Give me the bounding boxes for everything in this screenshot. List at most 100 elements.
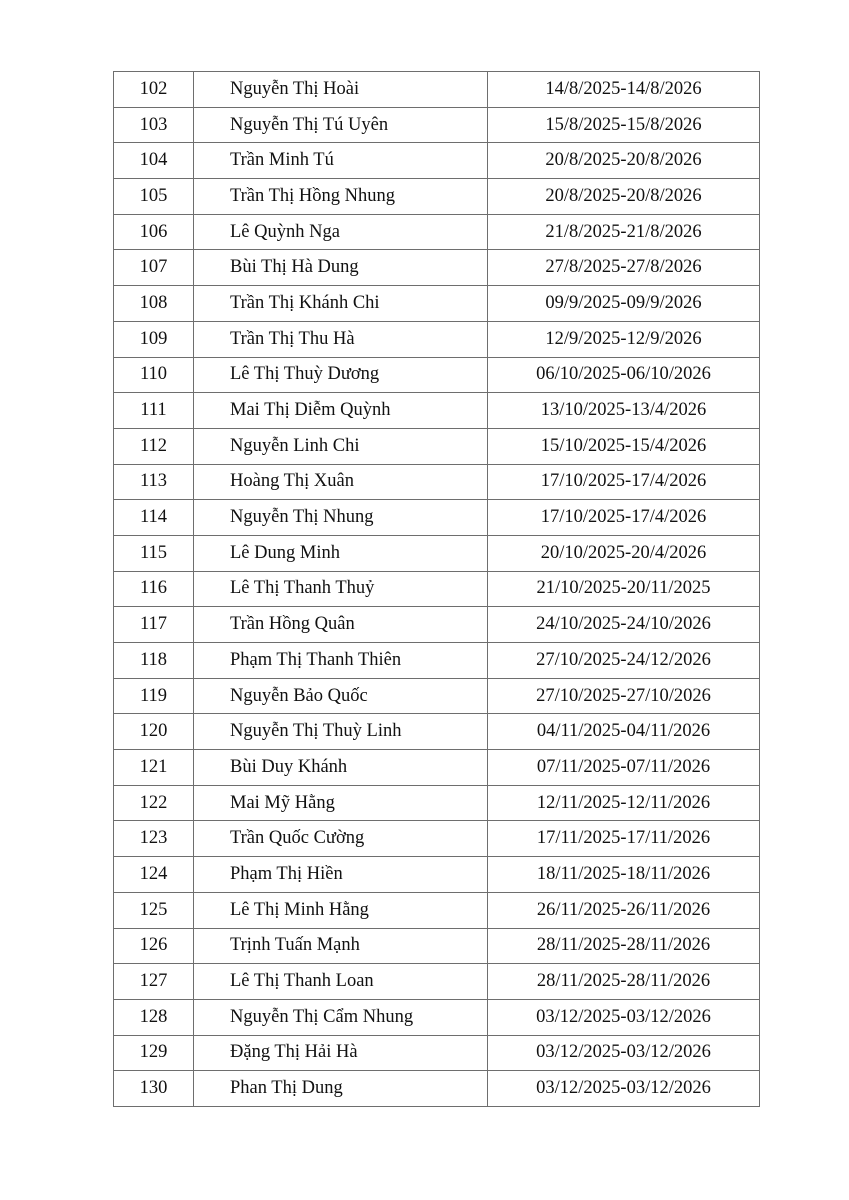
name-cell: Bùi Duy Khánh <box>193 749 488 786</box>
name-cell: Lê Thị Thanh Loan <box>193 963 488 1000</box>
table-row: 120 Nguyễn Thị Thuỳ Linh 04/11/2025-04/11/… <box>113 713 760 751</box>
row-number-cell: 104 <box>113 142 194 180</box>
name-cell: Nguyễn Linh Chi <box>193 427 488 465</box>
period-cell: 03/12/2025-03/12/2026 <box>487 1070 760 1107</box>
name-cell: Nguyễn Thị Thuỳ Linh <box>193 713 488 751</box>
table-row: 108 Trần Thị Khánh Chi 09/9/2025-09/9/2026 <box>113 285 760 322</box>
name-cell: Phạm Thị Thanh Thiên <box>193 642 488 679</box>
period-cell: 15/10/2025-15/4/2026 <box>487 427 760 465</box>
table-row: 124 Phạm Thị Hiền 18/11/2025-18/11/2026 <box>113 856 760 893</box>
row-number-cell: 103 <box>113 106 194 144</box>
period-cell: 24/10/2025-24/10/2026 <box>487 606 760 643</box>
row-number-cell: 106 <box>113 213 194 251</box>
period-cell: 18/11/2025-18/11/2026 <box>487 856 760 893</box>
period-cell: 03/12/2025-03/12/2026 <box>487 998 760 1036</box>
period-cell: 06/10/2025-06/10/2026 <box>487 356 760 394</box>
name-cell: Lê Thị Minh Hằng <box>193 891 488 929</box>
period-cell: 03/12/2025-03/12/2026 <box>487 1034 760 1072</box>
period-cell: 13/10/2025-13/4/2026 <box>487 392 760 429</box>
name-cell: Trần Minh Tú <box>193 142 488 180</box>
table-row: 117 Trần Hồng Quân 24/10/2025-24/10/2026 <box>113 606 760 643</box>
name-cell: Bùi Thị Hà Dung <box>193 249 488 287</box>
table-row: 130 Phan Thị Dung 03/12/2025-03/12/2026 <box>113 1070 760 1107</box>
table-row: 114 Nguyễn Thị Nhung 17/10/2025-17/4/2026 <box>113 499 760 536</box>
table-row: 122 Mai Mỹ Hằng 12/11/2025-12/11/2026 <box>113 784 760 822</box>
row-number-cell: 128 <box>113 998 194 1036</box>
row-number-cell: 107 <box>113 249 194 287</box>
row-number-cell: 115 <box>113 534 194 572</box>
name-cell: Trịnh Tuấn Mạnh <box>193 927 488 965</box>
table-row: 107 Bùi Thị Hà Dung 27/8/2025-27/8/2026 <box>113 249 760 287</box>
period-cell: 27/8/2025-27/8/2026 <box>487 249 760 287</box>
table-row: 118 Phạm Thị Thanh Thiên 27/10/2025-24/12/… <box>113 642 760 679</box>
table-row: 119 Nguyễn Bảo Quốc 27/10/2025-27/10/2026 <box>113 677 760 715</box>
name-cell: Trần Quốc Cường <box>193 820 488 858</box>
row-number-cell: 119 <box>113 677 194 715</box>
period-cell: 15/8/2025-15/8/2026 <box>487 106 760 144</box>
period-cell: 20/8/2025-20/8/2026 <box>487 178 760 215</box>
name-cell: Trần Thị Hồng Nhung <box>193 178 488 215</box>
table-row: 116 Lê Thị Thanh Thuỷ 21/10/2025-20/11/202… <box>113 570 760 608</box>
name-cell: Phạm Thị Hiền <box>193 856 488 893</box>
row-number-cell: 129 <box>113 1034 194 1072</box>
row-number-cell: 112 <box>113 427 194 465</box>
table-row: 102 Nguyễn Thị Hoài 14/8/2025-14/8/2026 <box>113 71 760 108</box>
name-cell: Trần Thị Khánh Chi <box>193 285 488 322</box>
row-number-cell: 126 <box>113 927 194 965</box>
table-row: 121 Bùi Duy Khánh 07/11/2025-07/11/2026 <box>113 749 760 786</box>
row-number-cell: 127 <box>113 963 194 1000</box>
name-cell: Mai Mỹ Hằng <box>193 784 488 822</box>
name-cell: Phan Thị Dung <box>193 1070 488 1107</box>
row-number-cell: 125 <box>113 891 194 929</box>
name-cell: Mai Thị Diễm Quỳnh <box>193 392 488 429</box>
row-number-cell: 113 <box>113 463 194 501</box>
name-cell: Lê Quỳnh Nga <box>193 213 488 251</box>
name-cell: Lê Thị Thanh Thuỷ <box>193 570 488 608</box>
name-cell: Lê Dung Minh <box>193 534 488 572</box>
row-number-cell: 124 <box>113 856 194 893</box>
period-cell: 20/10/2025-20/4/2026 <box>487 534 760 572</box>
row-number-cell: 108 <box>113 285 194 322</box>
name-cell: Nguyễn Thị Tú Uyên <box>193 106 488 144</box>
row-number-cell: 116 <box>113 570 194 608</box>
table-row: 104 Trần Minh Tú 20/8/2025-20/8/2026 <box>113 142 760 180</box>
row-number-cell: 122 <box>113 784 194 822</box>
period-cell: 04/11/2025-04/11/2026 <box>487 713 760 751</box>
period-cell: 14/8/2025-14/8/2026 <box>487 71 760 108</box>
name-cell: Đặng Thị Hải Hà <box>193 1034 488 1072</box>
period-cell: 20/8/2025-20/8/2026 <box>487 142 760 180</box>
name-cell: Trần Thị Thu Hà <box>193 320 488 358</box>
name-cell: Nguyễn Bảo Quốc <box>193 677 488 715</box>
row-number-cell: 114 <box>113 499 194 536</box>
row-number-cell: 109 <box>113 320 194 358</box>
row-number-cell: 118 <box>113 642 194 679</box>
row-number-cell: 111 <box>113 392 194 429</box>
name-cell: Hoàng Thị Xuân <box>193 463 488 501</box>
period-cell: 26/11/2025-26/11/2026 <box>487 891 760 929</box>
name-cell: Trần Hồng Quân <box>193 606 488 643</box>
table-row: 111 Mai Thị Diễm Quỳnh 13/10/2025-13/4/202… <box>113 392 760 429</box>
table-row: 112 Nguyễn Linh Chi 15/10/2025-15/4/2026 <box>113 427 760 465</box>
row-number-cell: 130 <box>113 1070 194 1107</box>
table-row: 106 Lê Quỳnh Nga 21/8/2025-21/8/2026 <box>113 213 760 251</box>
row-number-cell: 110 <box>113 356 194 394</box>
table-row: 129 Đặng Thị Hải Hà 03/12/2025-03/12/2026 <box>113 1034 760 1072</box>
table-row: 105 Trần Thị Hồng Nhung 20/8/2025-20/8/202… <box>113 178 760 215</box>
row-number-cell: 102 <box>113 71 194 108</box>
period-cell: 28/11/2025-28/11/2026 <box>487 963 760 1000</box>
name-cell: Nguyễn Thị Nhung <box>193 499 488 536</box>
table-row: 110 Lê Thị Thuỳ Dương 06/10/2025-06/10/202… <box>113 356 760 394</box>
table-row: 113 Hoàng Thị Xuân 17/10/2025-17/4/2026 <box>113 463 760 501</box>
period-cell: 12/11/2025-12/11/2026 <box>487 784 760 822</box>
period-cell: 17/11/2025-17/11/2026 <box>487 820 760 858</box>
table-row: 126 Trịnh Tuấn Mạnh 28/11/2025-28/11/2026 <box>113 927 760 965</box>
table-row: 127 Lê Thị Thanh Loan 28/11/2025-28/11/202… <box>113 963 760 1000</box>
table-row: 125 Lê Thị Minh Hằng 26/11/2025-26/11/2026 <box>113 891 760 929</box>
period-cell: 17/10/2025-17/4/2026 <box>487 463 760 501</box>
name-cell: Nguyễn Thị Cẩm Nhung <box>193 998 488 1036</box>
row-number-cell: 123 <box>113 820 194 858</box>
period-cell: 12/9/2025-12/9/2026 <box>487 320 760 358</box>
row-number-cell: 120 <box>113 713 194 751</box>
table-row: 115 Lê Dung Minh 20/10/2025-20/4/2026 <box>113 534 760 572</box>
period-cell: 07/11/2025-07/11/2026 <box>487 749 760 786</box>
